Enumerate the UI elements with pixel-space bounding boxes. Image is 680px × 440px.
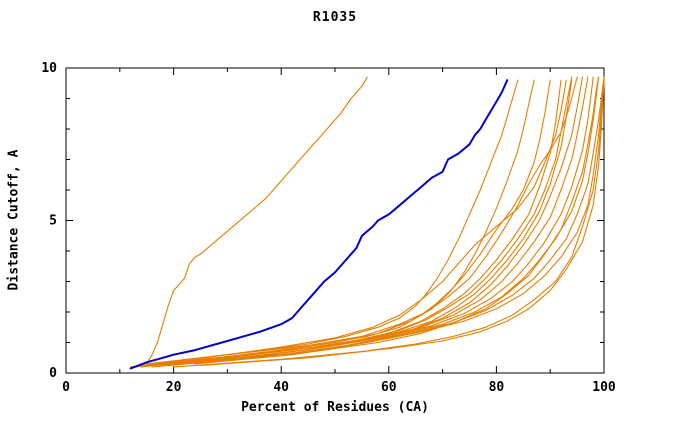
x-tick-label: 40 — [273, 380, 289, 395]
series-line-orange-14 — [173, 79, 605, 368]
series-line-orange-03 — [140, 79, 535, 368]
x-tick-label: 80 — [489, 380, 505, 395]
series-line-orange-02 — [135, 79, 519, 368]
series-line-blue-highlight — [129, 79, 509, 370]
chart-title: R1035 — [312, 10, 358, 25]
plot-frame — [65, 67, 605, 374]
series-line-orange-12 — [194, 76, 605, 365]
series-line-orange-15 — [199, 79, 605, 366]
series-line-orange-17 — [130, 76, 573, 368]
series-line-orange-01 — [146, 76, 368, 365]
series-line-orange-07 — [146, 76, 578, 365]
x-tick-label: 0 — [62, 380, 70, 395]
series-line-orange-16 — [140, 79, 567, 366]
series-line-orange-04 — [146, 79, 551, 366]
y-tick-label: 0 — [49, 366, 57, 381]
y-tick-label: 5 — [49, 214, 57, 229]
series-line-orange-11 — [183, 76, 600, 365]
y-axis-label: Distance Cutoff, A — [6, 149, 22, 291]
series-line-orange-08 — [162, 76, 584, 366]
series-line-orange-06 — [156, 79, 573, 366]
series-line-orange-05 — [151, 79, 562, 366]
series-line-orange-18 — [151, 76, 600, 368]
x-tick-label: 100 — [592, 380, 616, 395]
x-axis-label: Percent of Residues (CA) — [241, 400, 429, 415]
series-line-orange-13 — [205, 76, 605, 363]
series-line-orange-10 — [173, 76, 594, 365]
x-tick-label: 20 — [166, 380, 182, 395]
y-tick-label: 10 — [41, 61, 57, 76]
x-tick-label: 60 — [381, 380, 397, 395]
